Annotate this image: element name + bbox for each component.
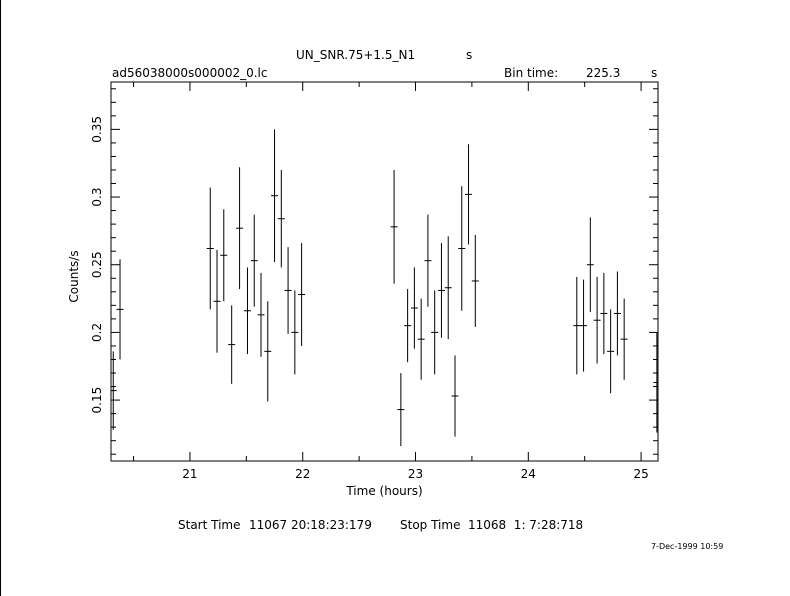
- data-point: [607, 309, 615, 394]
- file-label: ad56038000s000002_0.lc: [112, 66, 268, 80]
- data-point: [424, 214, 432, 307]
- y-tick-label: 0.3: [90, 188, 104, 207]
- data-point: [250, 214, 258, 307]
- axis-ticks: [111, 82, 658, 461]
- x-tick-label: 23: [408, 467, 423, 481]
- data-point: [593, 276, 601, 364]
- data-point: [465, 144, 473, 245]
- data-point: [600, 272, 608, 355]
- data-point: [228, 305, 236, 384]
- data-point: [458, 186, 466, 311]
- data-point: [580, 279, 588, 372]
- data-point: [451, 355, 459, 437]
- y-tick-label: 0.25: [90, 251, 104, 278]
- x-tick-label: 25: [633, 467, 648, 481]
- data-point: [410, 267, 418, 349]
- data-point: [444, 236, 452, 340]
- stop-time-label: Stop Time: [400, 518, 461, 532]
- chart-title-suffix: s: [466, 48, 473, 62]
- data-point: [437, 243, 445, 338]
- data-point: [116, 259, 124, 360]
- data-point: [277, 169, 285, 268]
- x-tick-label: 21: [182, 467, 197, 481]
- data-point: [620, 298, 628, 380]
- data-point: [471, 234, 479, 327]
- data-point: [653, 332, 658, 433]
- chart-title: UN_SNR.75+1.5_N1: [296, 48, 416, 62]
- data-point: [613, 271, 621, 356]
- window-left-border: [0, 0, 1, 596]
- data-point: [298, 243, 306, 346]
- data-point: [573, 276, 581, 375]
- data-point: [236, 167, 244, 290]
- data-points: [111, 129, 658, 447]
- stop-time-value: 11068 1: 7:28:718: [468, 518, 584, 532]
- y-tick-label: 0.15: [90, 387, 104, 414]
- x-axis-label: Time (hours): [345, 484, 422, 498]
- data-point: [431, 290, 439, 375]
- data-point: [213, 249, 221, 353]
- plot-frame: [110, 81, 659, 462]
- data-point: [397, 373, 405, 447]
- start-time-label: Start Time: [178, 518, 241, 532]
- data-point: [264, 301, 272, 402]
- bin-time-value: 225.3: [586, 66, 621, 80]
- axis-tick-labels: 21 22 23 24 25 0.15 0.2 0.25 0.3 0.35: [90, 116, 649, 481]
- data-point: [257, 272, 265, 357]
- data-point: [220, 209, 228, 302]
- bin-time-unit: s: [651, 66, 658, 80]
- data-point: [111, 351, 117, 430]
- data-point: [284, 247, 292, 334]
- y-tick-label: 0.35: [90, 116, 104, 143]
- y-tick-label: 0.2: [90, 323, 104, 342]
- data-point: [206, 187, 214, 310]
- x-tick-label: 22: [295, 467, 310, 481]
- start-time-value: 11067 20:18:23:179: [249, 518, 372, 532]
- data-point: [291, 290, 299, 375]
- data-point: [586, 217, 594, 313]
- data-point: [390, 169, 398, 284]
- data-point: [271, 129, 279, 263]
- x-tick-label: 24: [521, 467, 536, 481]
- date-stamp: 7-Dec-1999 10:59: [651, 542, 724, 551]
- data-point: [417, 298, 425, 380]
- y-axis-label: Counts/s: [67, 250, 81, 302]
- data-point: [243, 267, 251, 355]
- bin-time-label: Bin time:: [504, 66, 559, 80]
- data-point: [404, 289, 412, 363]
